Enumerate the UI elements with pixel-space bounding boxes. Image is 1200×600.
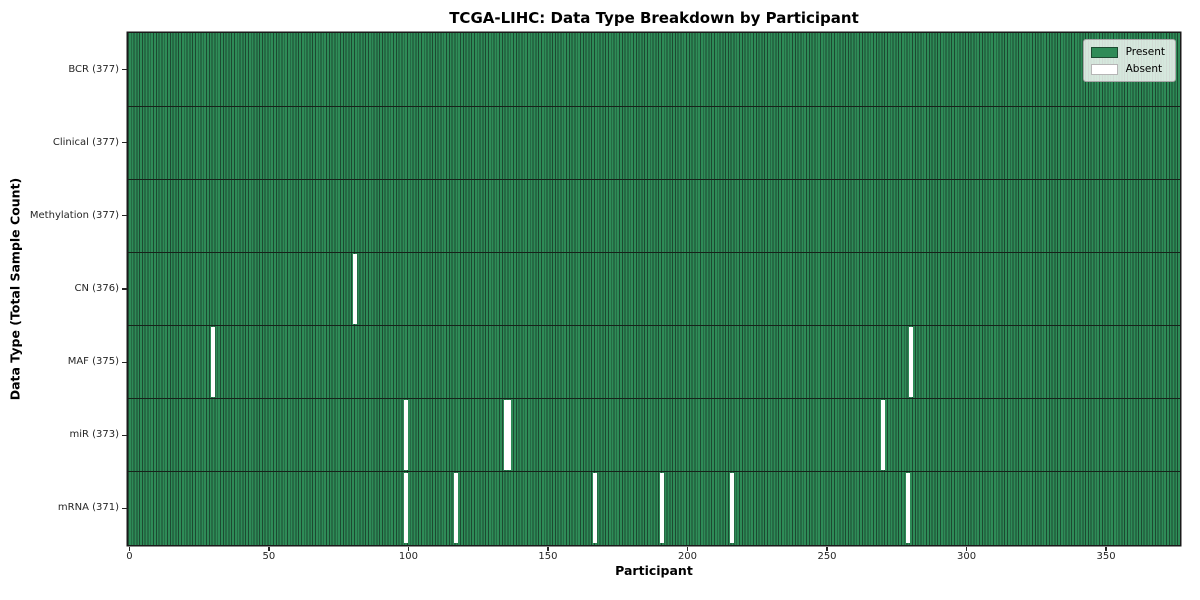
absent-marker — [353, 253, 358, 325]
x-tick-label: 300 — [956, 551, 977, 562]
x-tick-label: 150 — [538, 551, 558, 562]
legend-label: Present — [1125, 46, 1165, 58]
y-tick-label: MAF (375) — [67, 356, 119, 368]
y-tick-mark — [122, 288, 127, 290]
x-tick-mark — [547, 547, 549, 551]
absent-marker — [730, 473, 735, 544]
y-tick-mark — [122, 361, 127, 363]
row-divider — [128, 105, 1180, 107]
absent-marker — [660, 473, 665, 544]
x-tick-mark — [128, 547, 130, 551]
y-tick-label: Clinical (377) — [52, 136, 119, 148]
absent-marker — [504, 400, 509, 471]
x-tick-label: 250 — [817, 551, 837, 562]
row-divider — [128, 325, 1180, 327]
y-tick-label: mRNA (371) — [57, 502, 119, 514]
y-tick-label: BCR (377) — [68, 63, 119, 75]
x-tick-mark — [268, 547, 270, 551]
absent-marker — [453, 473, 458, 544]
y-tick-label: CN (376) — [74, 283, 119, 294]
absent-marker — [908, 327, 913, 398]
x-tick-label: 200 — [677, 551, 698, 562]
legend-item: Absent — [1090, 63, 1165, 75]
x-tick-label: 350 — [1096, 551, 1116, 562]
x-tick-mark — [826, 547, 828, 551]
y-tick-mark — [122, 507, 127, 510]
chart-title: TCGA-LIHC: Data Type Breakdown by Partic… — [449, 9, 859, 27]
legend-label: Absent — [1125, 63, 1163, 75]
x-tick-label: 100 — [398, 551, 418, 562]
x-tick-mark — [1105, 547, 1107, 551]
row-divider — [128, 398, 1180, 400]
y-tick-mark — [122, 68, 127, 71]
x-tick-mark — [965, 547, 968, 551]
row-divider — [128, 178, 1180, 180]
row-divider — [128, 471, 1180, 473]
x-tick-mark — [686, 547, 689, 551]
absent-marker — [593, 473, 598, 544]
x-tick-mark — [407, 547, 410, 551]
legend-item: Present — [1090, 46, 1165, 58]
legend-swatch — [1090, 46, 1118, 58]
x-axis-label: Participant — [615, 563, 693, 578]
absent-marker — [403, 473, 408, 544]
row-divider — [128, 251, 1180, 253]
legend-swatch — [1090, 63, 1118, 75]
y-tick-label: miR (373) — [69, 429, 119, 441]
y-tick-mark — [122, 434, 127, 436]
absent-marker — [506, 400, 511, 471]
y-tick-mark — [122, 215, 127, 217]
x-tick-label: 0 — [126, 551, 133, 562]
absent-marker — [403, 400, 408, 471]
legend: Present Absent — [1082, 39, 1176, 82]
plot-area: Present Absent — [128, 33, 1180, 545]
y-tick-mark — [122, 142, 127, 144]
absent-marker — [880, 400, 885, 471]
absent-marker — [211, 327, 216, 398]
x-tick-label: 50 — [262, 551, 276, 562]
absent-marker — [905, 473, 910, 544]
y-tick-label: Methylation (377) — [29, 209, 119, 221]
